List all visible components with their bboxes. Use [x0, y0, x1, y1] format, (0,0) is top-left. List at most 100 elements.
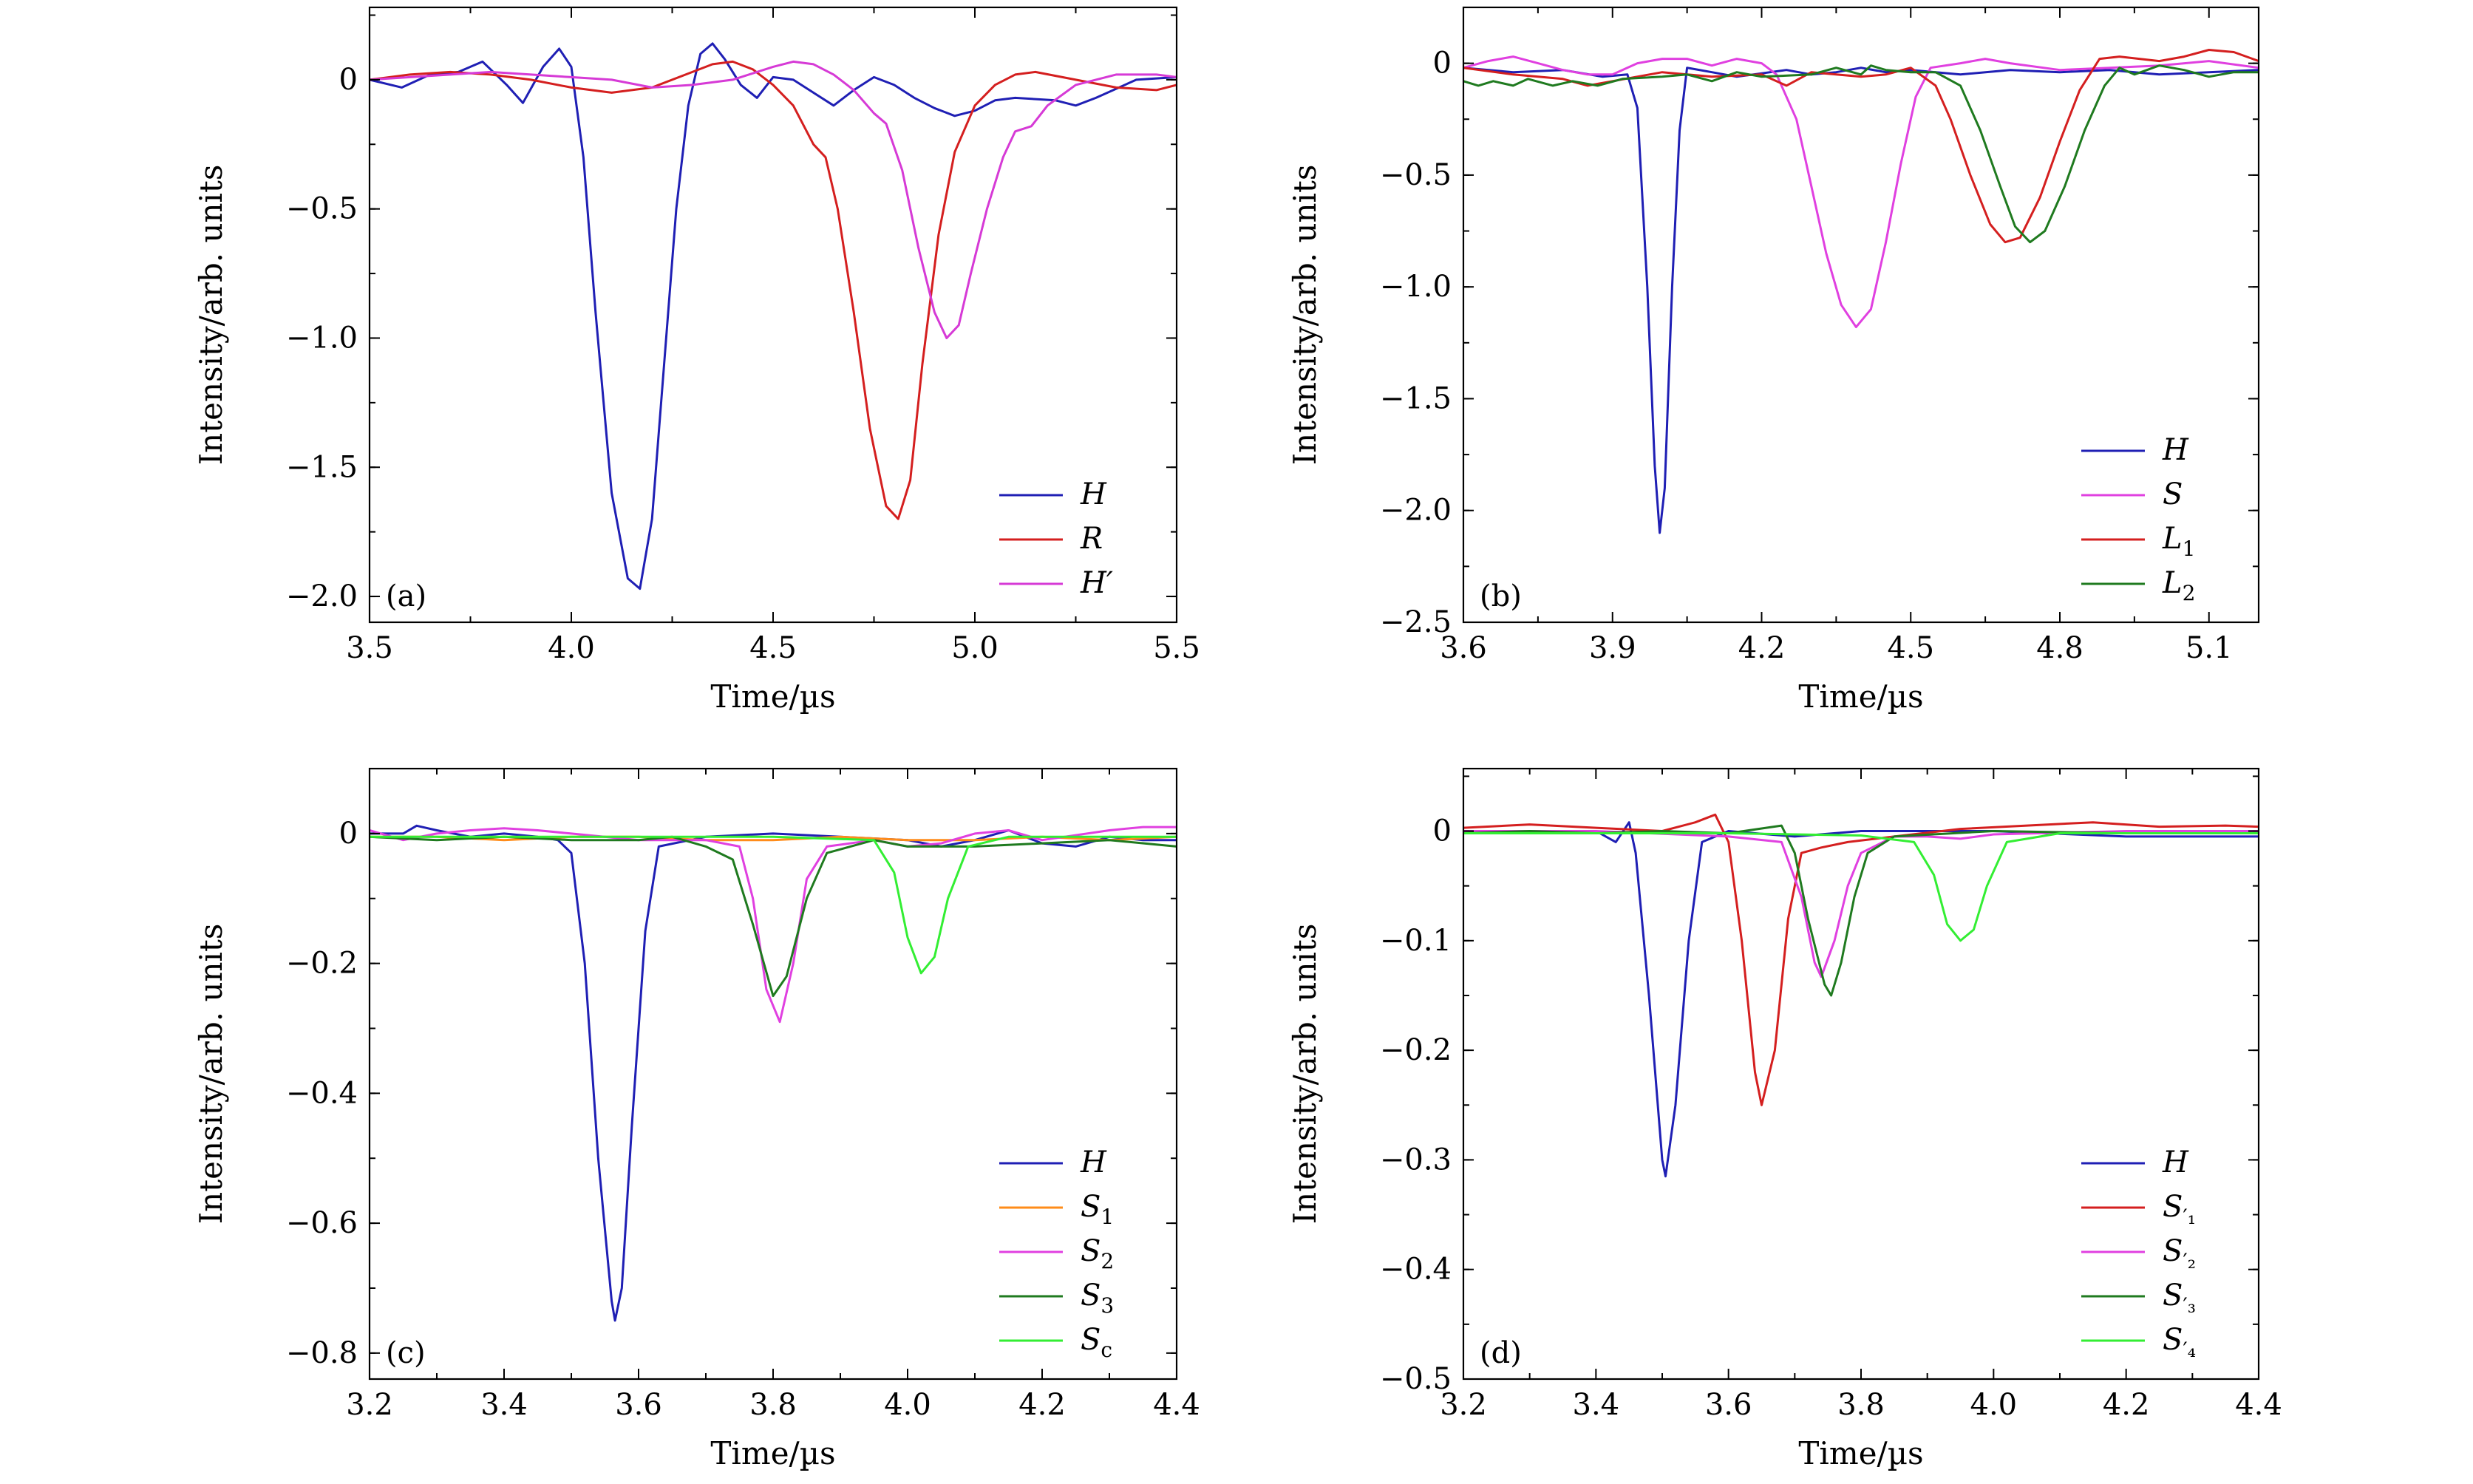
series-group: [1463, 813, 2259, 1178]
plot-frame: [1462, 6, 2260, 624]
y-tick-label: −0.4: [286, 1076, 358, 1110]
x-tick-label: 4.4: [2235, 1388, 2282, 1422]
y-tick-label: −0.6: [286, 1206, 358, 1240]
legend-entry: H′: [1080, 566, 1113, 600]
y-tick-label: −1.5: [286, 450, 358, 484]
y-tick-label: −0.8: [286, 1336, 358, 1370]
series-line-H-0: [1463, 67, 2259, 534]
legend-entry: Sc: [1081, 1323, 1112, 1362]
legend-entry: S3: [1081, 1279, 1114, 1318]
panel-label: (a): [386, 579, 426, 613]
legend-entry: S′₂: [2163, 1234, 2196, 1273]
x-tick-label: 3.6: [1440, 631, 1487, 665]
legend-name: S: [1081, 1190, 1101, 1224]
series-line-L1-2: [1463, 49, 2259, 244]
series-line-S3-3: [370, 835, 1177, 998]
legend-subscript: c: [1101, 1338, 1112, 1362]
series-line-H-2: [370, 60, 1177, 339]
y-tick-label: −0.3: [1380, 1143, 1452, 1177]
y-tick-label: −0.2: [286, 947, 358, 981]
x-tick-label: 3.8: [1837, 1388, 1885, 1422]
legend-name: L: [2162, 566, 2183, 600]
y-tick-label: −1.0: [1380, 270, 1452, 304]
y-tick-label: −0.5: [1380, 158, 1452, 192]
x-tick-label: 3.6: [615, 1388, 662, 1422]
legend-entry: L1: [2162, 522, 2195, 561]
x-tick-label: 3.2: [1440, 1388, 1487, 1422]
chart-panel-d: 3.2 3.4 3.6 3.8 4.0 4.2 4.4 0 −0.1 −0.2 −0.3 −0.4 −0…: [1287, 767, 2282, 1471]
y-tick-label: 0: [1433, 814, 1452, 848]
x-tick-label: 3.2: [346, 1388, 393, 1422]
x-tick-label: 4.2: [1018, 1388, 1066, 1422]
y-tick-label: −0.4: [1380, 1253, 1452, 1287]
legend-name: S: [2163, 1323, 2183, 1357]
series-line-H-0: [370, 42, 1177, 590]
x-tick-label: 5.1: [2185, 631, 2233, 665]
legend-subscript: ′: [1106, 566, 1113, 600]
y-tick-label: −2.0: [1380, 494, 1452, 528]
legend-name: S: [1081, 1234, 1101, 1268]
legend-entry: S′₁: [2163, 1190, 2196, 1229]
x-axis-label: Time/µs: [1798, 678, 1923, 715]
legend-name: H: [2162, 433, 2189, 467]
x-tick-label: 4.0: [1970, 1388, 2018, 1422]
x-tick-label: 4.8: [2036, 631, 2083, 665]
series-line-S-1: [1463, 55, 2259, 329]
series-line-S-4: [1463, 832, 2259, 942]
chart-panel-a: 3.5 4.0 4.5 5.0 5.5 0 −0.5 −1.0 −1.5 −2.0 Time/µs I…: [193, 6, 1200, 715]
series-line-S2-2: [370, 826, 1177, 1024]
x-tick-label: 3.4: [1573, 1388, 1620, 1422]
x-tick-label: 4.2: [1738, 631, 1786, 665]
legend-entry: H: [2162, 1146, 2189, 1180]
legend: HRH′: [999, 477, 1113, 600]
panel-label: (b): [1480, 579, 1522, 613]
y-axis-label: Intensity/arb. units: [1287, 165, 1323, 466]
series-line-R-1: [370, 60, 1177, 520]
y-tick-label: −2.5: [1380, 605, 1452, 639]
y-tick-label: −0.2: [1380, 1033, 1452, 1067]
legend-name: L: [2162, 522, 2183, 556]
series-group: [1463, 49, 2259, 534]
x-tick-label: 3.4: [480, 1388, 528, 1422]
x-tick-label: 3.5: [346, 631, 393, 665]
legend-subscript: 2: [1101, 1249, 1114, 1273]
x-axis-label: Time/µs: [710, 1435, 835, 1471]
legend-subscript: 2: [2183, 581, 2196, 605]
chart-panel-c: 3.2 3.4 3.6 3.8 4.0 4.2 4.4 0 −0.2 −0.4 −0.6 −0.8 Ti…: [193, 767, 1200, 1471]
legend-subscript: ′₄: [2183, 1338, 2196, 1362]
x-tick-label: 4.0: [884, 1388, 931, 1422]
legend-name: H: [1080, 1146, 1107, 1180]
series-line-H-0: [370, 824, 1177, 1322]
y-tick-label: −0.1: [1380, 924, 1452, 958]
series-line-L2-3: [1463, 64, 2259, 244]
legend-entry: S′₄: [2163, 1323, 2196, 1362]
legend: HS′₁S′₂S′₃S′₄: [2081, 1146, 2196, 1362]
legend-subscript: 1: [2183, 537, 2196, 561]
legend-entry: L2: [2162, 566, 2195, 605]
legend-entry: H: [1080, 1146, 1107, 1180]
y-axis-label: Intensity/arb. units: [193, 165, 229, 466]
y-tick-label: 0: [339, 63, 358, 97]
y-tick-label: −2.0: [286, 579, 358, 613]
series-line-S-2: [1463, 830, 2259, 978]
x-tick-label: 3.8: [749, 1388, 797, 1422]
legend-entry: S′₃: [2163, 1279, 2196, 1318]
panel-label: (d): [1480, 1336, 1522, 1370]
legend-entry: H: [1080, 477, 1107, 511]
y-tick-label: −0.5: [1380, 1362, 1452, 1396]
x-tick-label: 4.5: [1887, 631, 1934, 665]
legend-name: S: [1081, 1323, 1101, 1357]
legend-name: H: [1080, 566, 1107, 600]
legend-entry: H: [2162, 433, 2189, 467]
legend-subscript: ′₁: [2183, 1205, 2196, 1229]
legend-name: S: [1081, 1279, 1101, 1313]
y-tick-label: 0: [339, 817, 358, 851]
x-axis-label: Time/µs: [1798, 1435, 1923, 1471]
x-tick-label: 3.6: [1705, 1388, 1752, 1422]
legend-entry: S1: [1081, 1190, 1114, 1229]
chart-panel-b: 3.6 3.9 4.2 4.5 4.8 5.1 0 −0.5 −1.0 −1.5 −2.0 −2.5 T…: [1287, 6, 2260, 715]
series-group: [370, 824, 1177, 1322]
legend-entry: R: [1080, 522, 1103, 556]
